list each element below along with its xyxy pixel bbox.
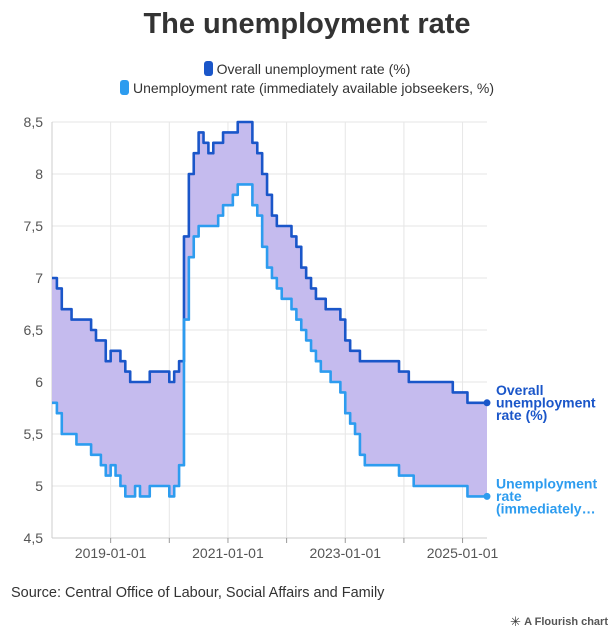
source-note: Source: Central Office of Labour, Social… bbox=[11, 585, 385, 601]
legend-swatch-immediate bbox=[119, 80, 129, 95]
area-between-series bbox=[52, 122, 487, 497]
x-tick-label: 2025-01-01 bbox=[427, 545, 499, 561]
end-label-immediate: Unemployment rate (immediately… bbox=[496, 475, 597, 516]
series-lines bbox=[52, 120, 491, 500]
y-tick-label: 8,5 bbox=[24, 114, 44, 130]
end-label-overall: Overall unemployment rate (%) bbox=[496, 382, 596, 423]
x-tick-label: 2023-01-01 bbox=[309, 545, 381, 561]
y-tick-label: 6 bbox=[35, 374, 43, 390]
end-point-immediate bbox=[483, 492, 491, 500]
legend-item-immediate[interactable]: Unemployment rate (immediately available… bbox=[119, 79, 495, 96]
legend-label-overall: Overall unemployment rate (%) bbox=[216, 60, 411, 77]
y-tick-label: 5 bbox=[35, 478, 43, 494]
end-point-overall bbox=[483, 399, 491, 407]
series-line-overall bbox=[52, 120, 487, 405]
legend-item-overall[interactable]: Overall unemployment rate (%) bbox=[203, 60, 411, 77]
x-axis: 2019-01-01 2021-01-01 2023-01-01 2025-01-01 bbox=[75, 538, 499, 561]
y-tick-label: 5,5 bbox=[24, 426, 44, 442]
chart-plot: 4,5 5 5,5 6 6,5 7 7,5 8 8,5 2019-01-01 2021-01-01… bbox=[24, 114, 598, 561]
flourish-star-icon: ✳ bbox=[510, 614, 522, 629]
legend-swatch-overall bbox=[203, 61, 213, 76]
y-tick-label: 7,5 bbox=[24, 218, 44, 234]
credit-label: A Flourish chart bbox=[524, 616, 608, 628]
flourish-credit[interactable]: ✳ A Flourish chart bbox=[510, 614, 608, 630]
y-tick-label: 8 bbox=[35, 166, 43, 182]
y-tick-label: 4,5 bbox=[24, 530, 44, 546]
legend-label-immediate: Unemployment rate (immediately available… bbox=[132, 79, 495, 96]
fill-between-area bbox=[52, 122, 487, 497]
x-tick-label: 2021-01-01 bbox=[192, 545, 264, 561]
y-tick-label: 7 bbox=[35, 270, 43, 286]
y-tick-label: 6,5 bbox=[24, 322, 44, 338]
x-tick-label: 2019-01-01 bbox=[75, 545, 147, 561]
y-axis: 4,5 5 5,5 6 6,5 7 7,5 8 8,5 bbox=[24, 114, 44, 546]
end-labels: Overall unemployment rate (%) Unemployment r… bbox=[496, 382, 597, 517]
chart-title: The unemployment rate bbox=[143, 8, 471, 40]
chart-legend: Overall unemployment rate (%) Unemployme… bbox=[0, 59, 614, 97]
series-line-immediate bbox=[52, 183, 487, 498]
